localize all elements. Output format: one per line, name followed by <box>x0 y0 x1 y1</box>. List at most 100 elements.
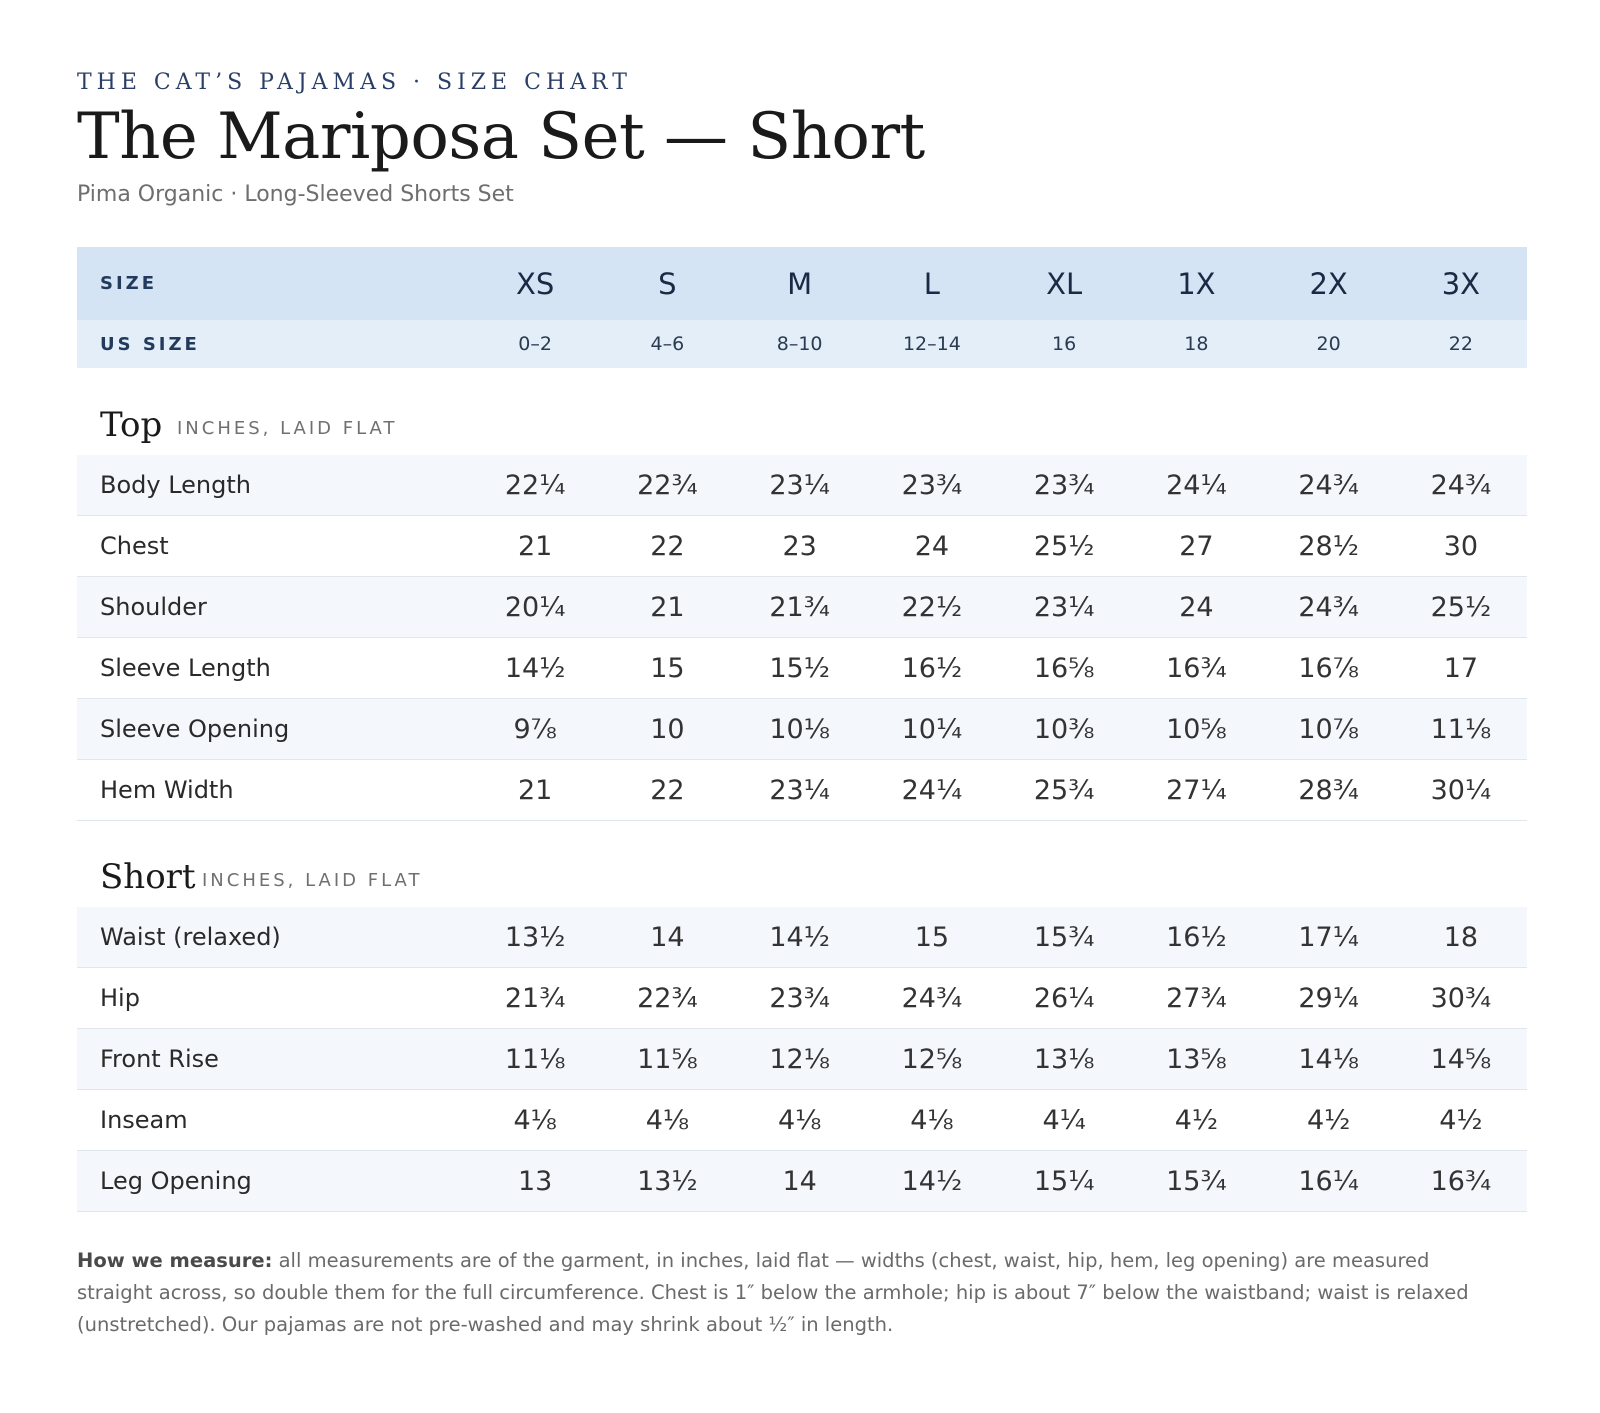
measurement-value: 14 <box>601 907 734 968</box>
measurement-value: 13⅛ <box>998 1028 1131 1090</box>
size-label: XL <box>1046 266 1083 301</box>
measurement-value: 15¾ <box>1130 1150 1263 1212</box>
note-lead: How we measure: <box>77 1249 273 1272</box>
short-measurements-body: Waist (relaxed) 13½ 14 14½ 15 15¾ 16½ 17¼ 18 Hip 2… <box>77 907 1527 1212</box>
measurement-value: 14⅛ <box>1262 1028 1395 1090</box>
measurement-value: 14½ <box>469 637 602 699</box>
measurement-value: 16½ <box>865 637 998 699</box>
short-section-heading: Short INCHES, LAID FLAT <box>77 855 1527 909</box>
measurement-value: 16¾ <box>1130 637 1263 699</box>
measurement-row: Leg Opening 13 13½ 14 14½ 15¼ 15¾ 16¼ 16¾ <box>77 1150 1527 1212</box>
measurement-value: 4⅛ <box>733 1089 866 1151</box>
measurement-value: 28¾ <box>1262 759 1395 821</box>
measurement-value: 16⅝ <box>998 637 1131 699</box>
measurement-value: 10⅝ <box>1130 698 1263 760</box>
measurement-value: 4¼ <box>998 1089 1131 1151</box>
size-label: M <box>787 266 813 301</box>
measurement-value: 15 <box>601 637 734 699</box>
measurement-value: 27 <box>1130 515 1263 577</box>
measurement-value: 22¾ <box>601 967 734 1029</box>
measurement-value: 10⅜ <box>998 698 1131 760</box>
us-size-row-label: US SIZE <box>100 333 200 355</box>
measurement-row: Chest 21 22 23 24 25½ 27 28½ 30 <box>77 515 1527 577</box>
measurement-value: 27¼ <box>1130 759 1263 821</box>
measurement-note: How we measure: all measurements are of … <box>77 1245 1507 1341</box>
measurement-value: 4½ <box>1262 1089 1395 1151</box>
short-measurements-table: Waist (relaxed) 13½ 14 14½ 15 15¾ 16½ 17¼ 18 Hip 2… <box>77 907 1527 1212</box>
measurement-value: 27¾ <box>1130 967 1263 1029</box>
page-subtitle: Pima Organic · Long-Sleeved Shorts Set <box>77 182 514 207</box>
measurement-value: 23¾ <box>733 967 866 1029</box>
measurement-value: 16⅞ <box>1262 637 1395 699</box>
measurement-label: Leg Opening <box>77 1150 469 1212</box>
measurement-value: 13½ <box>469 907 602 968</box>
measurement-value: 4½ <box>1394 1089 1527 1151</box>
note-text: all measurements are of the garment, in … <box>77 1249 1469 1336</box>
measurement-value: 21 <box>469 515 602 577</box>
measurement-row: Hip 21¾ 22¾ 23¾ 24¾ 26¼ 27¾ 29¼ 30¾ <box>77 967 1527 1029</box>
measurement-value: 24 <box>865 515 998 577</box>
measurement-value: 23¾ <box>998 455 1131 516</box>
measurement-label: Body Length <box>77 455 469 516</box>
size-label: XS <box>515 266 555 301</box>
measurement-value: 17 <box>1394 637 1527 699</box>
measurement-value: 15½ <box>733 637 866 699</box>
section-unit: INCHES, LAID FLAT <box>202 870 423 891</box>
size-label: 3X <box>1441 266 1481 301</box>
measurement-value: 22½ <box>865 576 998 638</box>
measurement-value: 23¼ <box>733 455 866 516</box>
measurement-value: 4⅛ <box>865 1089 998 1151</box>
measurement-value: 11⅛ <box>1394 698 1527 760</box>
top-section-heading: Top INCHES, LAID FLAT <box>77 403 1527 457</box>
measurement-value: 23 <box>733 515 866 577</box>
measurement-row: Front Rise 11⅛ 11⅝ 12⅛ 12⅝ 13⅛ 13⅝ 14⅛ 14⅝ <box>77 1028 1527 1090</box>
measurement-value: 16¼ <box>1262 1150 1395 1212</box>
brand-eyebrow: THE CAT’S PAJAMAS · SIZE CHART <box>77 70 632 95</box>
us-size-value: 20 <box>1316 333 1341 355</box>
measurement-value: 18 <box>1394 907 1527 968</box>
measurement-value: 23¼ <box>998 576 1131 638</box>
measurement-value: 24¾ <box>1262 576 1395 638</box>
measurement-value: 9⅞ <box>469 698 602 760</box>
measurement-value: 22 <box>601 515 734 577</box>
us-size-value: 22 <box>1448 333 1473 355</box>
measurement-row: Shoulder 20¼ 21 21¾ 22½ 23¼ 24 24¾ 25½ <box>77 576 1527 638</box>
measurement-value: 13⅝ <box>1130 1028 1263 1090</box>
measurement-value: 23¼ <box>733 759 866 821</box>
measurement-label: Waist (relaxed) <box>77 907 469 968</box>
measurement-value: 4⅛ <box>601 1089 734 1151</box>
measurement-value: 22 <box>601 759 734 821</box>
measurement-value: 12⅛ <box>733 1028 866 1090</box>
measurement-value: 30¾ <box>1394 967 1527 1029</box>
measurement-value: 15 <box>865 907 998 968</box>
measurement-value: 24 <box>1130 576 1263 638</box>
measurement-value: 16¾ <box>1394 1150 1527 1212</box>
measurement-value: 24¾ <box>865 967 998 1029</box>
measurement-row: Hem Width 21 22 23¼ 24¼ 25¾ 27¼ 28¾ 30¼ <box>77 759 1527 821</box>
measurement-value: 24¾ <box>1262 455 1395 516</box>
measurement-value: 10⅛ <box>733 698 866 760</box>
measurement-value: 22¼ <box>469 455 602 516</box>
measurement-label: Hem Width <box>77 759 469 821</box>
section-unit: INCHES, LAID FLAT <box>177 418 398 439</box>
us-size-value: 18 <box>1184 333 1209 355</box>
size-header-table: SIZE XS S M L XL 1X 2X 3X US SIZE 0–2 4–… <box>77 247 1527 368</box>
measurement-value: 13 <box>469 1150 602 1212</box>
measurement-label: Chest <box>77 515 469 577</box>
measurement-value: 23¾ <box>865 455 998 516</box>
measurement-value: 4½ <box>1130 1089 1263 1151</box>
measurement-value: 30¼ <box>1394 759 1527 821</box>
measurement-value: 10⅞ <box>1262 698 1395 760</box>
measurement-value: 11⅛ <box>469 1028 602 1090</box>
measurement-value: 30 <box>1394 515 1527 577</box>
measurement-value: 21 <box>469 759 602 821</box>
measurement-label: Sleeve Opening <box>77 698 469 760</box>
measurement-value: 14⅝ <box>1394 1028 1527 1090</box>
measurement-row: Body Length 22¼ 22¾ 23¼ 23¾ 23¾ 24¼ 24¾ 24¾ <box>77 455 1527 516</box>
measurement-value: 25¾ <box>998 759 1131 821</box>
size-row-label: SIZE <box>100 273 158 294</box>
measurement-value: 28½ <box>1262 515 1395 577</box>
section-title: Top <box>100 405 163 445</box>
measurement-value: 21¾ <box>469 967 602 1029</box>
us-size-value: 0–2 <box>518 333 552 355</box>
